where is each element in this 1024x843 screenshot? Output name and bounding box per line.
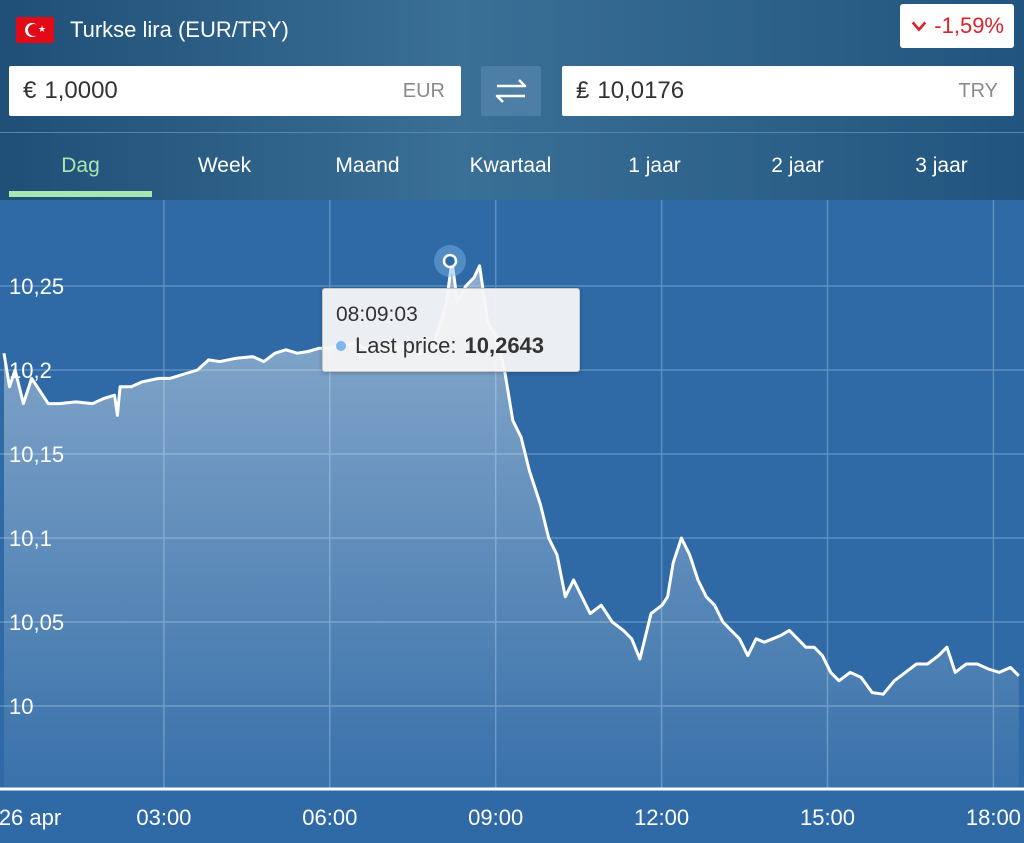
x-tick-label: 06:00 bbox=[302, 805, 357, 830]
x-tick-label: 12:00 bbox=[634, 805, 689, 830]
converter-header: ★ Turkse lira (EUR/TRY) -1,59% € 1,0000 … bbox=[0, 0, 1024, 200]
change-value: -1,59% bbox=[934, 13, 1004, 38]
x-tick-label: 03:00 bbox=[136, 805, 191, 830]
y-tick-label: 10,25 bbox=[9, 274, 64, 299]
tab-3-jaar[interactable]: 3 jaar bbox=[870, 133, 1013, 199]
tab-label: Dag bbox=[61, 154, 100, 177]
swap-button[interactable] bbox=[481, 66, 541, 116]
tab-2-jaar[interactable]: 2 jaar bbox=[726, 133, 869, 199]
tooltip-price: 10,2643 bbox=[464, 333, 545, 358]
y-tick-label: 10,05 bbox=[9, 610, 64, 635]
chevron-down-icon bbox=[911, 21, 927, 32]
tooltip-row: Last price: 10,2643 bbox=[336, 333, 544, 359]
y-tick-label: 10 bbox=[9, 694, 33, 719]
tab-label: Maand bbox=[335, 154, 400, 177]
period-tabs: Dag Week Maand Kwartaal 1 jaar 2 jaar 3 … bbox=[0, 132, 1024, 201]
series-dot-icon bbox=[336, 341, 346, 351]
try-amount-value[interactable]: 10,0176 bbox=[597, 77, 685, 104]
change-badge: -1,59% bbox=[900, 4, 1014, 48]
lira-symbol: ₤ bbox=[576, 77, 590, 104]
x-tick-label: 15:00 bbox=[800, 805, 855, 830]
x-axis-labels: 26 apr 03:00 06:00 09:00 12:00 15:00 18:00 bbox=[0, 805, 1021, 830]
tab-kwartaal[interactable]: Kwartaal bbox=[439, 133, 582, 199]
tab-1-jaar[interactable]: 1 jaar bbox=[583, 133, 726, 199]
price-line bbox=[2, 259, 1020, 696]
tab-label: Kwartaal bbox=[469, 154, 552, 177]
tab-maand[interactable]: Maand bbox=[296, 133, 439, 199]
y-tick-label: 10,2 bbox=[9, 358, 52, 383]
x-tick-label: 26 apr bbox=[0, 805, 61, 830]
try-code: TRY bbox=[958, 79, 998, 102]
price-area bbox=[4, 260, 1019, 788]
x-tick-label: 09:00 bbox=[468, 805, 523, 830]
price-tooltip: 08:09:03 Last price: 10,2643 bbox=[322, 288, 580, 372]
swap-arrows-icon bbox=[495, 79, 527, 103]
eur-amount-value[interactable]: 1,0000 bbox=[44, 77, 118, 104]
tab-label: Week bbox=[197, 154, 252, 177]
tab-label: 2 jaar bbox=[771, 154, 824, 177]
tab-week[interactable]: Week bbox=[153, 133, 296, 199]
tooltip-time: 08:09:03 bbox=[336, 303, 418, 326]
page-title: Turkse lira (EUR/TRY) bbox=[70, 17, 289, 42]
euro-symbol: € bbox=[23, 77, 37, 104]
tooltip-label: Last price: bbox=[355, 333, 457, 358]
title-row: ★ Turkse lira (EUR/TRY) bbox=[16, 10, 289, 50]
tab-label: 3 jaar bbox=[915, 154, 968, 177]
turkey-flag-icon: ★ bbox=[16, 17, 54, 43]
highlight-point bbox=[442, 253, 458, 269]
y-axis-labels: 10 10,05 10,1 10,15 10,2 10,25 bbox=[9, 274, 64, 719]
highlight-marker bbox=[434, 245, 466, 277]
y-tick-label: 10,15 bbox=[9, 442, 64, 467]
tab-dag[interactable]: Dag bbox=[9, 133, 152, 199]
try-amount-field[interactable]: ₤ 10,0176 TRY bbox=[562, 66, 1014, 116]
eur-amount-field[interactable]: € 1,0000 EUR bbox=[9, 66, 461, 116]
y-tick-label: 10,1 bbox=[9, 526, 52, 551]
active-tab-underline bbox=[9, 191, 152, 197]
tab-label: 1 jaar bbox=[628, 154, 681, 177]
x-tick-label: 18:00 bbox=[966, 805, 1021, 830]
eur-code: EUR bbox=[402, 79, 445, 102]
